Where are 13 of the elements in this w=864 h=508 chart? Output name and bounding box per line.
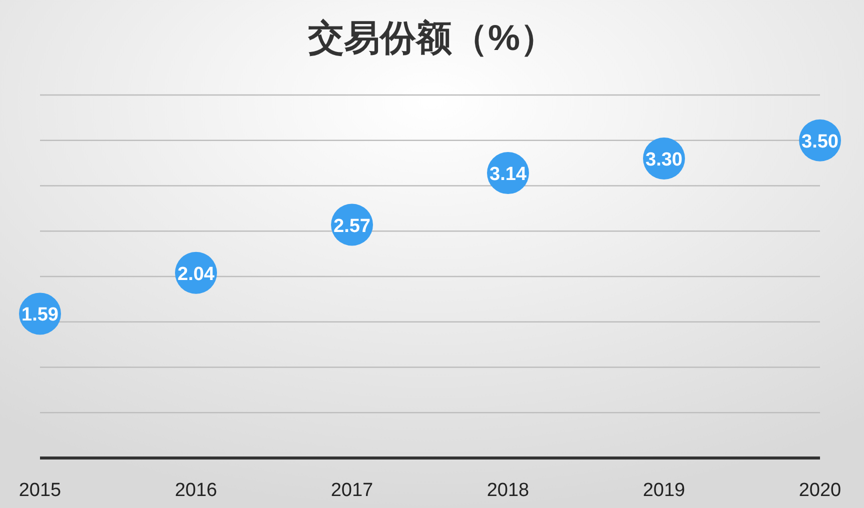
x-tick-label: 2020: [798, 480, 842, 501]
data-label: 3.30: [646, 150, 682, 171]
data-label: 2.57: [334, 216, 370, 237]
data-label: 3.50: [802, 131, 838, 152]
data-label: 2.04: [178, 264, 215, 285]
data-label: 3.14: [490, 164, 527, 186]
chart-title: 交易份额（%）: [306, 17, 556, 58]
x-tick-label: 2016: [174, 480, 218, 501]
data-label: 1.59: [22, 304, 58, 326]
x-tick-label: 2018: [486, 480, 530, 501]
x-tick-label: 2019: [642, 480, 686, 501]
x-tick-label: 2017: [330, 480, 374, 501]
x-tick-label: 2015: [18, 480, 62, 501]
